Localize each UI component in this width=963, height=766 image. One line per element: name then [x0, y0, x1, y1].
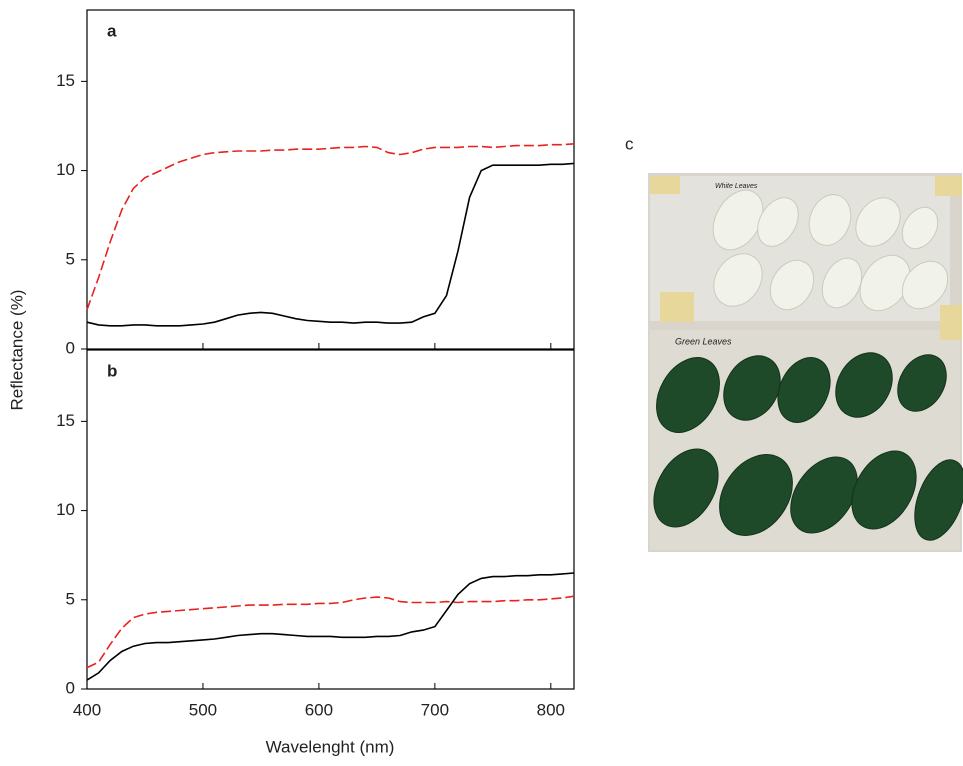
x-tick-label: 800 [537, 700, 565, 719]
panel-label: b [107, 361, 117, 380]
y-tick-label: 10 [56, 160, 75, 179]
y-tick-label: 10 [56, 500, 75, 519]
series-line [86, 143, 575, 310]
photo-note: White Leaves [715, 183, 758, 190]
y-tick-label: 5 [66, 589, 75, 608]
y-tick-label: 0 [66, 678, 75, 697]
plot-frame [86, 9, 575, 350]
series-line [86, 572, 575, 681]
y-tick-label: 15 [56, 411, 75, 430]
series-line [86, 595, 575, 669]
tape [650, 176, 680, 194]
x-axis-title: Wavelenght (nm) [266, 737, 395, 756]
photo: White Leaves Green Leaves [648, 173, 963, 552]
panel-label: c [625, 134, 634, 153]
plot-frame [86, 349, 575, 690]
green-leaves [653, 352, 963, 541]
tape [940, 305, 962, 340]
tape [660, 292, 694, 322]
photo-note: Green Leaves [675, 336, 732, 346]
panel-label: a [107, 21, 117, 40]
y-axis-title: Reflectance (%) [7, 290, 26, 411]
white-leaves [712, 189, 949, 312]
x-tick-label: 700 [421, 700, 449, 719]
y-tick-label: 5 [66, 249, 75, 268]
x-tick-label: 500 [189, 700, 217, 719]
y-tick-label: 15 [56, 71, 75, 90]
y-tick-label: 0 [66, 338, 75, 357]
x-tick-label: 600 [305, 700, 333, 719]
x-tick-label: 400 [73, 700, 101, 719]
tape [935, 176, 962, 196]
series-line [86, 162, 575, 327]
